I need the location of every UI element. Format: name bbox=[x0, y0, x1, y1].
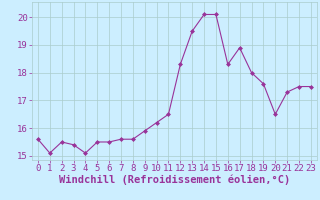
X-axis label: Windchill (Refroidissement éolien,°C): Windchill (Refroidissement éolien,°C) bbox=[59, 175, 290, 185]
